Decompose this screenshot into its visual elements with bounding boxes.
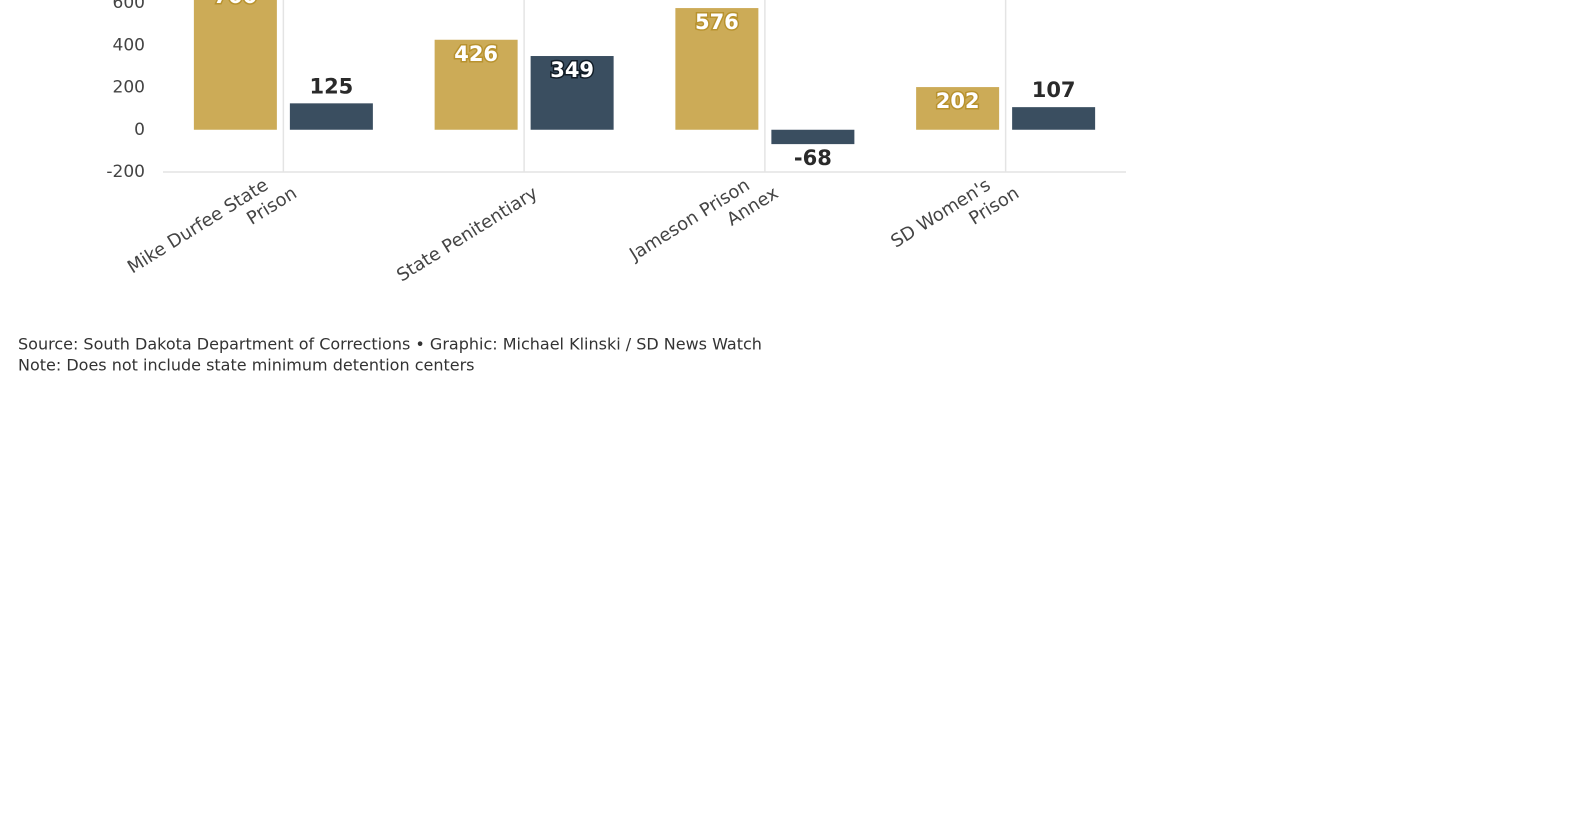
bar	[771, 129, 855, 145]
x-tick-label-line: State Penitentiary	[393, 182, 542, 286]
y-tick-label: 400	[113, 35, 145, 55]
value-label: 202	[936, 89, 980, 113]
bar	[289, 103, 373, 130]
source: Source: South Dakota Department of Corre…	[18, 335, 762, 354]
note: Note: Does not include state minimum det…	[18, 356, 475, 375]
bar	[193, 0, 277, 130]
value-label: 576	[695, 10, 739, 34]
bar	[916, 87, 1000, 130]
x-tick-label: State Penitentiary	[393, 182, 542, 286]
y-tick-label: 600	[113, 0, 145, 13]
y-tick-label: 0	[134, 120, 145, 140]
value-label: 700	[213, 0, 257, 8]
value-label: 125	[309, 74, 353, 98]
y-tick-label: 200	[113, 78, 145, 98]
bar	[434, 39, 518, 130]
x-tick-label: SD Women'sPrison	[887, 164, 1023, 271]
x-tick-label: Mike Durfee StatePrison	[124, 164, 301, 297]
value-label: 426	[454, 42, 498, 66]
value-label: -68	[794, 146, 832, 170]
value-label: 349	[550, 58, 594, 82]
bar	[1012, 107, 1096, 130]
bar	[675, 8, 759, 130]
x-tick-label: Jameson PrisonAnnex	[625, 164, 782, 284]
y-tick-label: -200	[106, 162, 145, 182]
x-tick-label-line: Mike Durfee State	[124, 175, 272, 278]
value-label: 107	[1032, 78, 1076, 102]
bar	[530, 56, 614, 130]
